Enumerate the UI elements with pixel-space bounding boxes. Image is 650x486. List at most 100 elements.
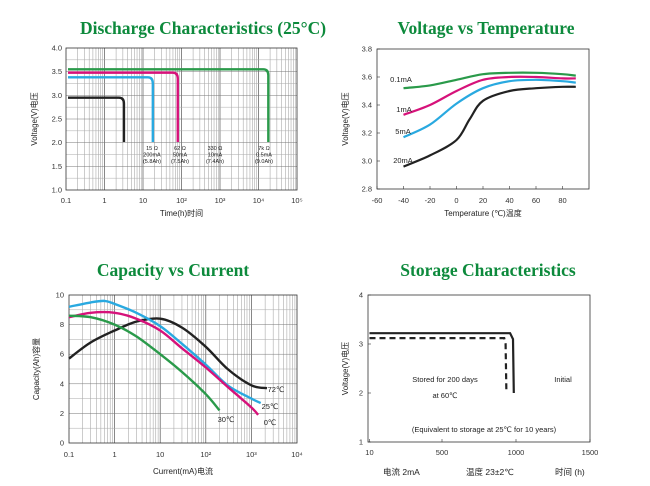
footer-temperature: 温度 23±2℃: [466, 467, 514, 477]
x-tick-label: 10⁴: [253, 196, 265, 205]
x-tick-label: 10: [365, 448, 373, 457]
x-tick-label: 1500: [582, 448, 599, 457]
series-annotation: (7.5Ah): [171, 159, 189, 165]
y-axis-label: Voltage(V)电压: [29, 92, 39, 145]
x-tick-label: 10²: [176, 196, 187, 205]
x-tick-label: 80: [558, 196, 566, 205]
x-tick-label: 10⁴: [291, 450, 303, 459]
chart-title: Capacity vs Current: [97, 260, 249, 280]
x-axis-label: Temperature (℃)温度: [444, 208, 521, 218]
footer-time: 时间 (h): [555, 467, 585, 477]
y-tick-label: 1.0: [52, 186, 62, 195]
x-axis-label: Time(h)时间: [160, 208, 203, 218]
x-tick-label: 10: [139, 196, 147, 205]
y-tick-label: 1.5: [52, 162, 62, 171]
y-tick-label: 3.8: [362, 45, 372, 54]
series-label: 25℃: [262, 402, 279, 411]
y-axis-label: Voltage(V)电压: [340, 92, 350, 145]
x-tick-label: 10⁵: [291, 196, 302, 205]
y-axis-label: Capacity(Ah)容量: [31, 338, 41, 400]
x-tick-label: -60: [372, 196, 383, 205]
x-tick-label: 10²: [200, 450, 211, 459]
chart-title: Storage Characteristics: [400, 260, 576, 280]
plot-frame: [65, 47, 298, 191]
y-tick-label: 2.0: [52, 138, 62, 147]
y-tick-label: 1: [359, 438, 363, 447]
y-tick-label: 8: [60, 320, 64, 329]
initial-annotation: Initial: [554, 375, 572, 384]
x-tick-label: 0.1: [61, 196, 71, 205]
x-tick-label: 60: [532, 196, 540, 205]
series-label: 1mA: [396, 105, 411, 114]
y-tick-label: 3.0: [362, 157, 372, 166]
series-line: [403, 85, 576, 168]
series-line: [68, 76, 155, 142]
y-tick-label: 2.8: [362, 185, 372, 194]
x-tick-label: 10³: [215, 196, 226, 205]
series-annotation: (7.4Ah): [206, 159, 224, 165]
series-line: [68, 68, 270, 142]
x-tick-label: 500: [436, 448, 449, 457]
equivalent-annotation: (Equivalent to storage at 25℃ for 10 yea…: [412, 425, 557, 434]
series-annotation: 0.5mA: [256, 153, 272, 159]
series-label: 5mA: [395, 127, 410, 136]
x-tick-label: 40: [505, 196, 513, 205]
x-tick-label: -40: [398, 196, 409, 205]
x-tick-label: 0.1: [64, 450, 74, 459]
initial-series-line: [369, 332, 515, 394]
series-annotation: 50mA: [173, 153, 188, 159]
stored-series-line: [369, 337, 508, 394]
footer-current: 电流 2mA: [383, 467, 420, 477]
y-axis-label: Voltage(V)电压: [340, 342, 350, 395]
y-tick-label: 0: [60, 439, 64, 448]
series-label: 0.1mA: [390, 75, 412, 84]
y-tick-label: 4.0: [52, 44, 62, 53]
series-label: 72℃: [268, 385, 285, 394]
series-annotation: 62 Ω: [174, 146, 186, 152]
plot-frame: [68, 294, 298, 444]
x-tick-label: 1000: [508, 448, 525, 457]
chart-title: Discharge Characteristics (25°C): [80, 18, 326, 38]
stored-annotation: at 60℃: [432, 391, 457, 400]
y-tick-label: 2: [60, 409, 64, 418]
x-tick-label: 1: [102, 196, 106, 205]
chart-title: Voltage vs Temperature: [398, 18, 575, 38]
y-tick-label: 2.5: [52, 115, 62, 124]
y-tick-label: 6: [60, 350, 64, 359]
y-tick-label: 2: [359, 389, 363, 398]
series-line: [68, 317, 268, 390]
y-tick-label: 3.2: [362, 129, 372, 138]
x-tick-label: 20: [479, 196, 487, 205]
series-label: 20mA: [393, 156, 413, 165]
series-label: 0℃: [264, 418, 277, 427]
series-line: [68, 314, 221, 412]
series-line: [68, 96, 126, 142]
y-tick-label: 3.4: [362, 101, 372, 110]
plot-frame: [367, 294, 591, 443]
x-axis-label: Current(mA)电流: [153, 466, 213, 476]
series-annotation: (5.8Ah): [143, 159, 161, 165]
y-tick-label: 3.6: [362, 73, 372, 82]
plot-frame: [376, 48, 590, 190]
y-tick-label: 10: [56, 291, 64, 300]
series-annotation: 15 Ω: [146, 146, 158, 152]
y-tick-label: 4: [359, 291, 363, 300]
series-line: [403, 78, 576, 139]
x-tick-label: 1: [113, 450, 117, 459]
x-tick-label: 0: [454, 196, 458, 205]
series-line: [68, 299, 262, 405]
x-tick-label: 10³: [246, 450, 257, 459]
y-tick-label: 3: [359, 340, 363, 349]
x-tick-label: -20: [425, 196, 436, 205]
stored-annotation: Stored for 200 days: [412, 375, 478, 384]
series-annotation: 10mA: [208, 153, 223, 159]
y-tick-label: 3.5: [52, 67, 62, 76]
series-line: [68, 310, 260, 416]
series-line: [403, 75, 576, 116]
series-annotation: (9.0Ah): [255, 159, 273, 165]
series-annotation: 330 Ω: [208, 146, 223, 152]
x-tick-label: 10: [156, 450, 164, 459]
series-annotation: 7k Ω: [258, 146, 269, 152]
y-tick-label: 3.0: [52, 91, 62, 100]
